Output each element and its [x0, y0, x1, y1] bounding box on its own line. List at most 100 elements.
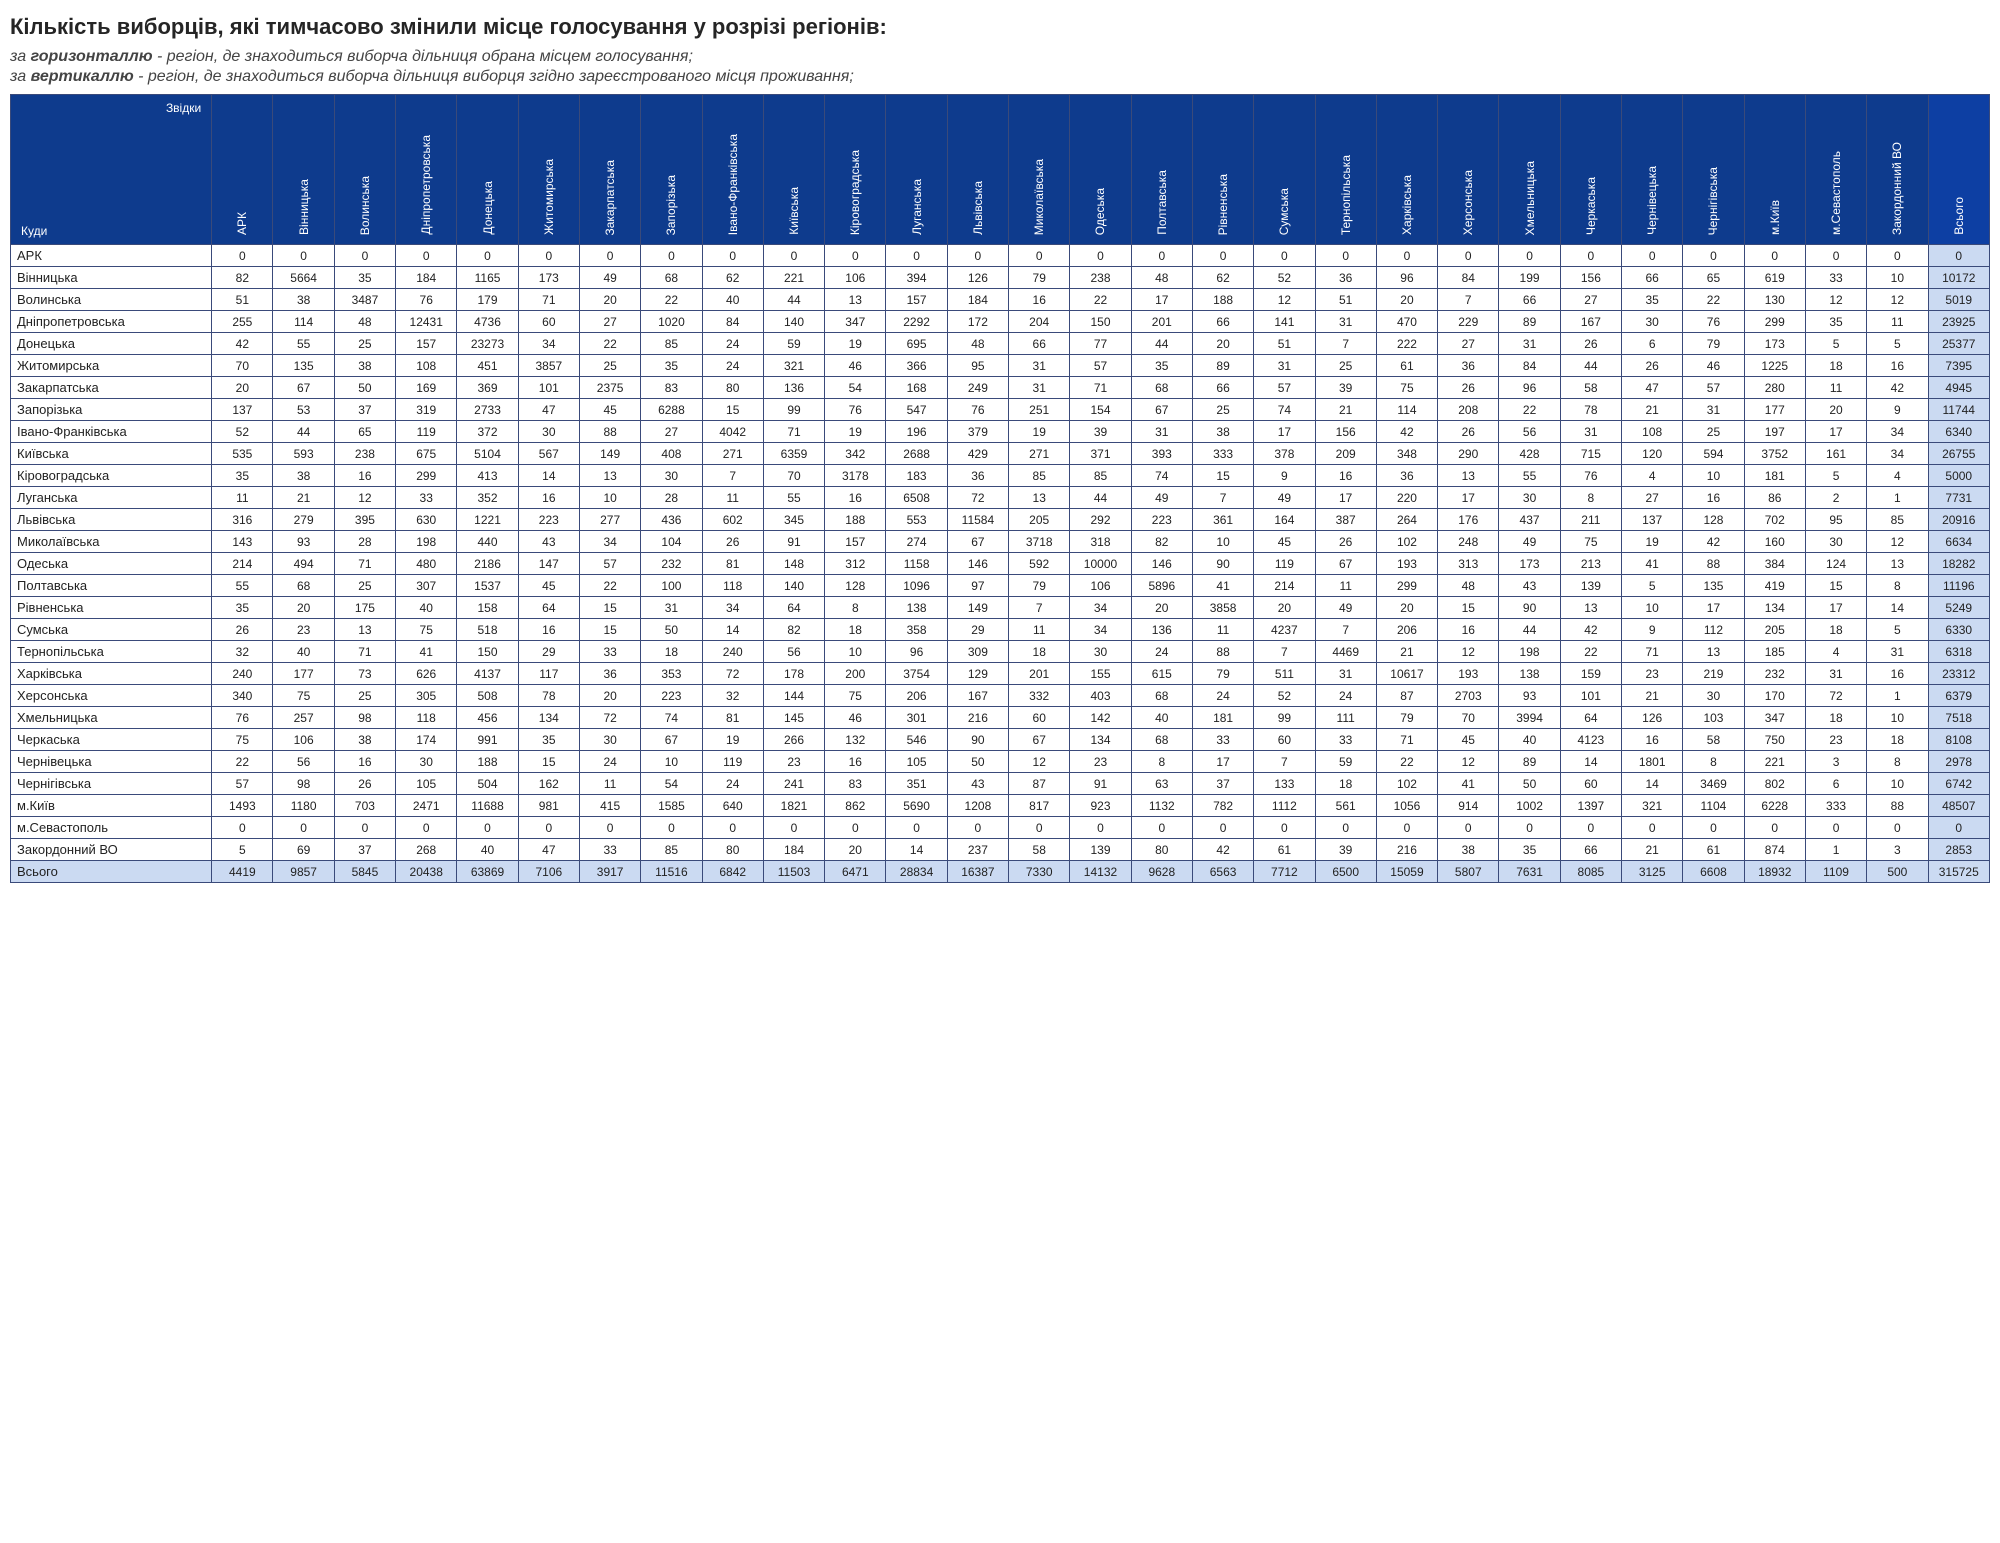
data-cell: 128 [1683, 509, 1744, 531]
data-cell: 7 [702, 465, 763, 487]
data-cell: 134 [1744, 597, 1805, 619]
column-header: Київська [763, 95, 824, 245]
data-cell: 13 [334, 619, 395, 641]
data-cell: 313 [1438, 553, 1499, 575]
data-cell: 76 [212, 707, 273, 729]
data-cell: 28 [641, 487, 702, 509]
column-header: Івано-Франківська [702, 95, 763, 245]
data-cell: 22 [1376, 751, 1437, 773]
data-cell: 136 [1131, 619, 1192, 641]
data-cell: 133 [1254, 773, 1315, 795]
row-header: Рівненська [11, 597, 212, 619]
data-cell: 75 [825, 685, 886, 707]
data-cell: 0 [212, 817, 273, 839]
data-cell: 18 [1867, 729, 1928, 751]
data-cell: 10 [579, 487, 640, 509]
data-cell: 0 [1254, 245, 1315, 267]
data-cell: 100 [641, 575, 702, 597]
data-cell: 40 [273, 641, 334, 663]
data-cell: 6 [1805, 773, 1866, 795]
table-row: Закордонний ВО56937268404733858018420142… [11, 839, 1990, 861]
data-cell: 114 [273, 311, 334, 333]
data-cell: 251 [1009, 399, 1070, 421]
data-cell: 30 [1683, 685, 1744, 707]
data-cell: 8 [1560, 487, 1621, 509]
data-cell: 37 [334, 839, 395, 861]
data-cell: 1109 [1805, 861, 1866, 883]
data-cell: 353 [641, 663, 702, 685]
data-cell: 9 [1254, 465, 1315, 487]
data-cell: 79 [1009, 267, 1070, 289]
data-cell: 102 [1376, 773, 1437, 795]
data-cell: 12 [1438, 641, 1499, 663]
data-cell: 185 [1744, 641, 1805, 663]
data-cell: 144 [763, 685, 824, 707]
data-cell: 138 [1499, 663, 1560, 685]
table-row: Черкаська7510638174991353067192661325469… [11, 729, 1990, 751]
subtitle-horizontal: за горизонталлю - регіон, де знаходиться… [10, 48, 1990, 66]
data-cell: 31 [1805, 663, 1866, 685]
data-cell: 1585 [641, 795, 702, 817]
row-header: Сумська [11, 619, 212, 641]
data-cell: 147 [518, 553, 579, 575]
data-cell: 72 [579, 707, 640, 729]
data-cell: 34 [1867, 443, 1928, 465]
data-cell: 126 [1622, 707, 1683, 729]
data-cell: 183 [886, 465, 947, 487]
data-cell: 10 [825, 641, 886, 663]
data-cell: 137 [1622, 509, 1683, 531]
data-cell: 11 [1315, 575, 1376, 597]
row-header: Запорізька [11, 399, 212, 421]
data-cell: 26 [1438, 377, 1499, 399]
data-cell: 57 [1070, 355, 1131, 377]
data-cell: 13 [1009, 487, 1070, 509]
data-cell: 27 [1560, 289, 1621, 311]
data-cell: 715 [1560, 443, 1621, 465]
data-cell: 36 [1376, 465, 1437, 487]
data-cell: 33 [579, 641, 640, 663]
data-cell: 2978 [1928, 751, 1990, 773]
data-cell: 11744 [1928, 399, 1990, 421]
data-cell: 6508 [886, 487, 947, 509]
data-cell: 46 [825, 355, 886, 377]
data-cell: 5845 [334, 861, 395, 883]
row-header: м.Київ [11, 795, 212, 817]
data-cell: 21 [1622, 399, 1683, 421]
data-cell: 232 [641, 553, 702, 575]
data-cell: 0 [947, 817, 1008, 839]
data-cell: 20 [579, 289, 640, 311]
data-cell: 20 [825, 839, 886, 861]
data-cell: 48 [1438, 575, 1499, 597]
data-cell: 35 [334, 267, 395, 289]
data-cell: 199 [1499, 267, 1560, 289]
data-cell: 30 [1070, 641, 1131, 663]
data-cell: 76 [947, 399, 1008, 421]
data-cell: 91 [1070, 773, 1131, 795]
data-cell: 268 [396, 839, 457, 861]
data-cell: 135 [1683, 575, 1744, 597]
data-cell: 119 [1254, 553, 1315, 575]
data-cell: 114 [1376, 399, 1437, 421]
data-cell: 67 [273, 377, 334, 399]
data-cell: 36 [579, 663, 640, 685]
row-header: Кіровоградська [11, 465, 212, 487]
data-cell: 148 [763, 553, 824, 575]
data-cell: 1208 [947, 795, 1008, 817]
data-cell: 17 [1805, 421, 1866, 443]
data-cell: 83 [641, 377, 702, 399]
data-cell: 22 [1499, 399, 1560, 421]
data-cell: 135 [273, 355, 334, 377]
data-cell: 31 [1867, 641, 1928, 663]
data-cell: 16 [1438, 619, 1499, 641]
data-cell: 85 [641, 839, 702, 861]
data-cell: 23312 [1928, 663, 1990, 685]
data-cell: 132 [825, 729, 886, 751]
column-header: Кіровоградська [825, 95, 886, 245]
data-cell: 30 [1805, 531, 1866, 553]
data-cell: 71 [1622, 641, 1683, 663]
data-cell: 140 [763, 311, 824, 333]
data-cell: 98 [334, 707, 395, 729]
data-cell: 72 [1805, 685, 1866, 707]
data-cell: 43 [947, 773, 1008, 795]
data-cell: 6500 [1315, 861, 1376, 883]
